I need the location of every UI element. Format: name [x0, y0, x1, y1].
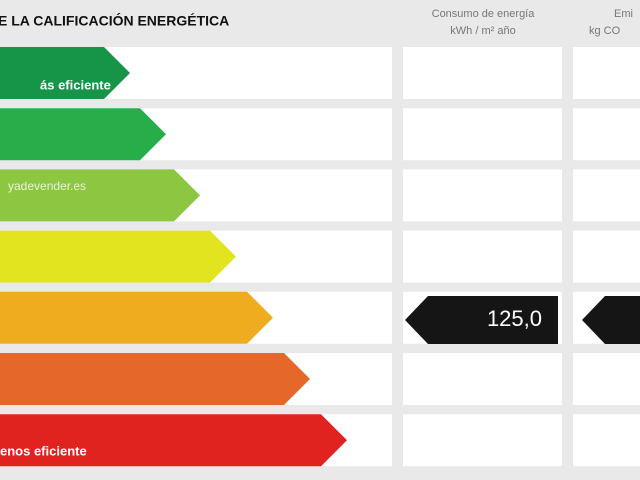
consumption-cell — [403, 47, 562, 99]
top-rating-label: ás eficiente — [40, 77, 111, 92]
rating-arrow — [0, 108, 166, 161]
emissions-cell — [573, 47, 640, 99]
consumption-value: 125,0 — [487, 306, 542, 331]
consumption-cell — [403, 230, 562, 283]
emissions-unit: kg CO — [589, 25, 621, 37]
emissions-arrow — [582, 296, 640, 344]
bottom-rating-label: enos eficiente — [0, 443, 87, 458]
rating-arrow — [0, 414, 347, 467]
consumption-header: Consumo de energía — [432, 8, 536, 20]
rating-rows — [0, 47, 640, 467]
emissions-cell — [573, 108, 640, 161]
rating-arrow — [0, 291, 273, 344]
consumption-unit: kWh / m² año — [450, 25, 515, 37]
rating-arrow — [0, 353, 310, 405]
emissions-cell — [573, 353, 640, 405]
label-title: E LA CALIFICACIÓN ENERGÉTICA — [0, 12, 229, 29]
emissions-cell — [573, 169, 640, 222]
consumption-cell — [403, 353, 562, 405]
rating-arrow — [0, 169, 200, 222]
consumption-cell — [403, 169, 562, 222]
rating-arrow — [0, 47, 130, 99]
consumption-arrow — [405, 296, 558, 344]
emissions-cell — [573, 414, 640, 467]
emissions-cell — [573, 230, 640, 283]
consumption-cell — [403, 108, 562, 161]
consumption-cell — [403, 414, 562, 467]
emissions-header: Emi — [614, 8, 633, 20]
watermark: yadevender.es — [8, 179, 86, 193]
rating-arrow — [0, 230, 236, 283]
